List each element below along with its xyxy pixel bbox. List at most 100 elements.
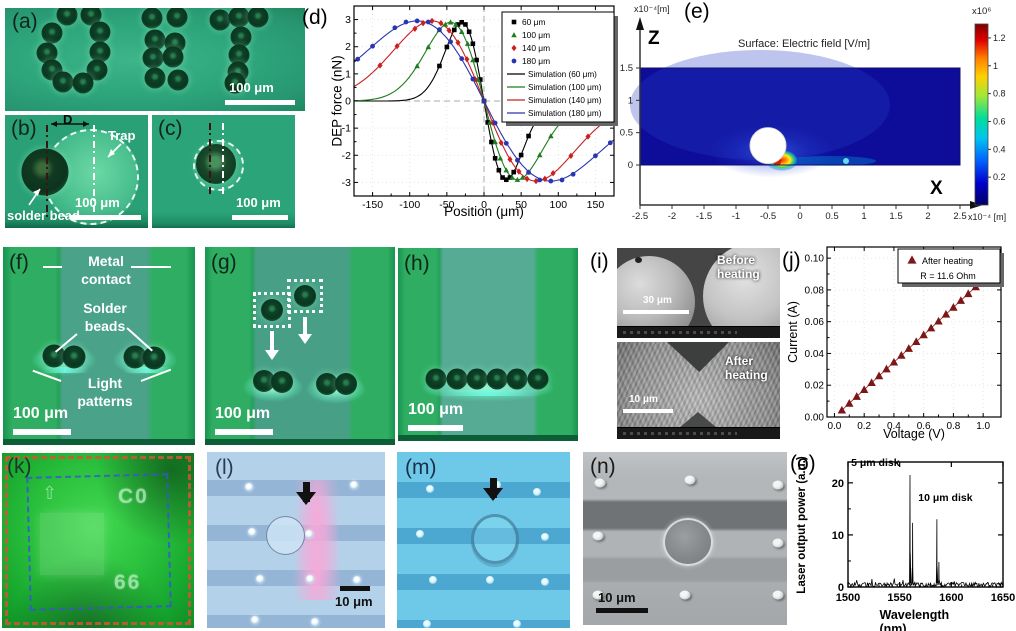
svg-text:5 μm disk: 5 μm disk <box>851 457 900 469</box>
coupler-post <box>416 530 424 538</box>
solder-bead <box>167 69 189 91</box>
x-axis-label: Voltage (V) <box>883 427 945 441</box>
svg-text:1: 1 <box>628 95 633 106</box>
svg-text:0.2: 0.2 <box>993 172 1006 182</box>
electric-field-simulation: -2.5 -2 -1.5 -1 -0.5 0 0.5 1 1.5 2 2.5 1.5 1 0.5 0 1.2 1… <box>620 0 1016 233</box>
sem-info-strip <box>617 427 780 439</box>
solder-beads-label: Solder beads <box>83 300 127 334</box>
svg-text:180 μm: 180 μm <box>522 56 550 66</box>
svg-text:2: 2 <box>345 41 351 53</box>
panel-g-bottom-edge <box>205 439 395 445</box>
panel-f-scale-label: 100 μm <box>13 405 69 422</box>
svg-text:-50: -50 <box>439 199 454 211</box>
panel-g-label: (g) <box>211 251 237 274</box>
svg-text:After heating: After heating <box>922 256 973 266</box>
svg-text:1650: 1650 <box>991 592 1015 604</box>
panel-m-microdisk-image: (m) <box>397 452 570 628</box>
solder-bead <box>425 368 447 390</box>
solder-bead <box>86 59 108 81</box>
svg-text:3: 3 <box>345 14 351 26</box>
svg-text:0: 0 <box>481 199 487 211</box>
coupler-post <box>426 485 434 493</box>
microdisk-ring <box>471 514 519 564</box>
svg-text:0.8: 0.8 <box>946 421 960 432</box>
coupler-post <box>256 575 264 583</box>
metal-contact-label: Metal contact <box>81 253 131 287</box>
solder-bead <box>42 344 66 368</box>
svg-text:0.5: 0.5 <box>825 211 838 222</box>
panel-n-scale-label: 10 μm <box>598 590 636 605</box>
dark-center-line <box>209 123 211 197</box>
svg-text:-100: -100 <box>399 199 420 211</box>
red-dashed-border <box>5 456 191 625</box>
svg-text:-3: -3 <box>342 177 351 189</box>
field-plot-title: Surface: Electric field [V/m] <box>738 38 871 50</box>
svg-text:1.0: 1.0 <box>976 421 990 432</box>
x-axis-unit: x10⁻⁴ [m] <box>968 212 1007 222</box>
light-pattern-streak-right <box>123 367 171 373</box>
sem-before-scale-bar <box>623 310 689 314</box>
panel-f-label: (f) <box>9 251 29 274</box>
solder-bead <box>144 67 166 89</box>
svg-text:150: 150 <box>587 199 605 211</box>
panel-c-scale-bar <box>232 215 288 220</box>
solder-bead <box>41 22 63 44</box>
solder-bead <box>253 370 275 392</box>
microdisk <box>266 516 305 555</box>
move-arrow-left <box>265 331 279 360</box>
solder-bead <box>506 368 528 390</box>
selection-box-left <box>253 292 291 328</box>
chip-marking-top: C0 <box>118 485 149 508</box>
alignment-arrow-mark: ⇧ <box>42 483 58 503</box>
solder-bead <box>80 8 102 26</box>
trap-label: Trap <box>108 128 136 143</box>
svg-text:-1: -1 <box>342 123 351 135</box>
panel-l-label: (l) <box>215 456 234 479</box>
iv-curve-chart: 0.0 0.2 0.4 0.6 0.8 1.0 0.00 0.02 0.04 0.06 0.08 0.… <box>780 235 1016 446</box>
coupler-post <box>305 530 313 538</box>
panel-h-label: (h) <box>404 252 430 275</box>
svg-text:R = 11.6 Ohm: R = 11.6 Ohm <box>920 271 976 281</box>
coupler-post <box>592 590 604 600</box>
after-heating-caption: After heating <box>725 354 768 383</box>
sphere-speck <box>635 257 642 263</box>
move-arrow-right <box>298 317 312 344</box>
svg-text:Simulation (60 μm): Simulation (60 μm) <box>528 70 597 79</box>
panel-i-sem-before: Before heating 30 μm <box>617 248 780 338</box>
solder-bead <box>446 368 468 390</box>
coupler-post <box>248 528 256 536</box>
bead-center-line <box>46 125 48 221</box>
svg-text:0.10: 0.10 <box>805 254 825 265</box>
panel-i-sem-after: After heating 10 μm <box>617 342 780 439</box>
panel-l-scale-label: 10 μm <box>335 594 373 609</box>
svg-text:-0.5: -0.5 <box>760 211 776 222</box>
solder-bead <box>89 41 111 63</box>
trap-center-line <box>93 125 95 221</box>
white-center-line <box>222 123 224 197</box>
panel-g-scale-bar <box>215 429 273 435</box>
solder-bead <box>224 72 246 94</box>
coupler-post <box>541 533 549 541</box>
svg-text:-2.5: -2.5 <box>632 211 648 222</box>
laser-spectrum-chart: 1500 1550 1600 1650 0 10 20 5 μm disk 10 μm disk… <box>790 448 1016 631</box>
panel-g-transport-image: (g) 100 μm <box>205 247 395 445</box>
svg-text:1500: 1500 <box>836 592 860 604</box>
svg-text:2.5: 2.5 <box>953 211 966 222</box>
sphere-right <box>703 248 780 338</box>
panel-l-scale-bar <box>340 586 370 591</box>
metal-contact-line-left <box>43 266 62 268</box>
svg-text:0.8: 0.8 <box>993 89 1006 99</box>
svg-text:1600: 1600 <box>939 592 963 604</box>
light-patterns-label: Light patterns <box>77 375 133 409</box>
svg-text:0: 0 <box>345 96 351 108</box>
y-axis-label: Laser output power (a.u.) <box>796 456 808 594</box>
panel-g-scale-label: 100 μm <box>215 405 271 422</box>
solder-bead <box>144 29 166 51</box>
coupler-post <box>493 481 501 489</box>
solder-bead <box>56 8 78 26</box>
solder-bead <box>52 71 74 93</box>
panel-c-scale-label: 100 μm <box>236 195 281 210</box>
y-axis-label: Current (A) <box>786 301 800 363</box>
solder-bead <box>316 373 338 395</box>
